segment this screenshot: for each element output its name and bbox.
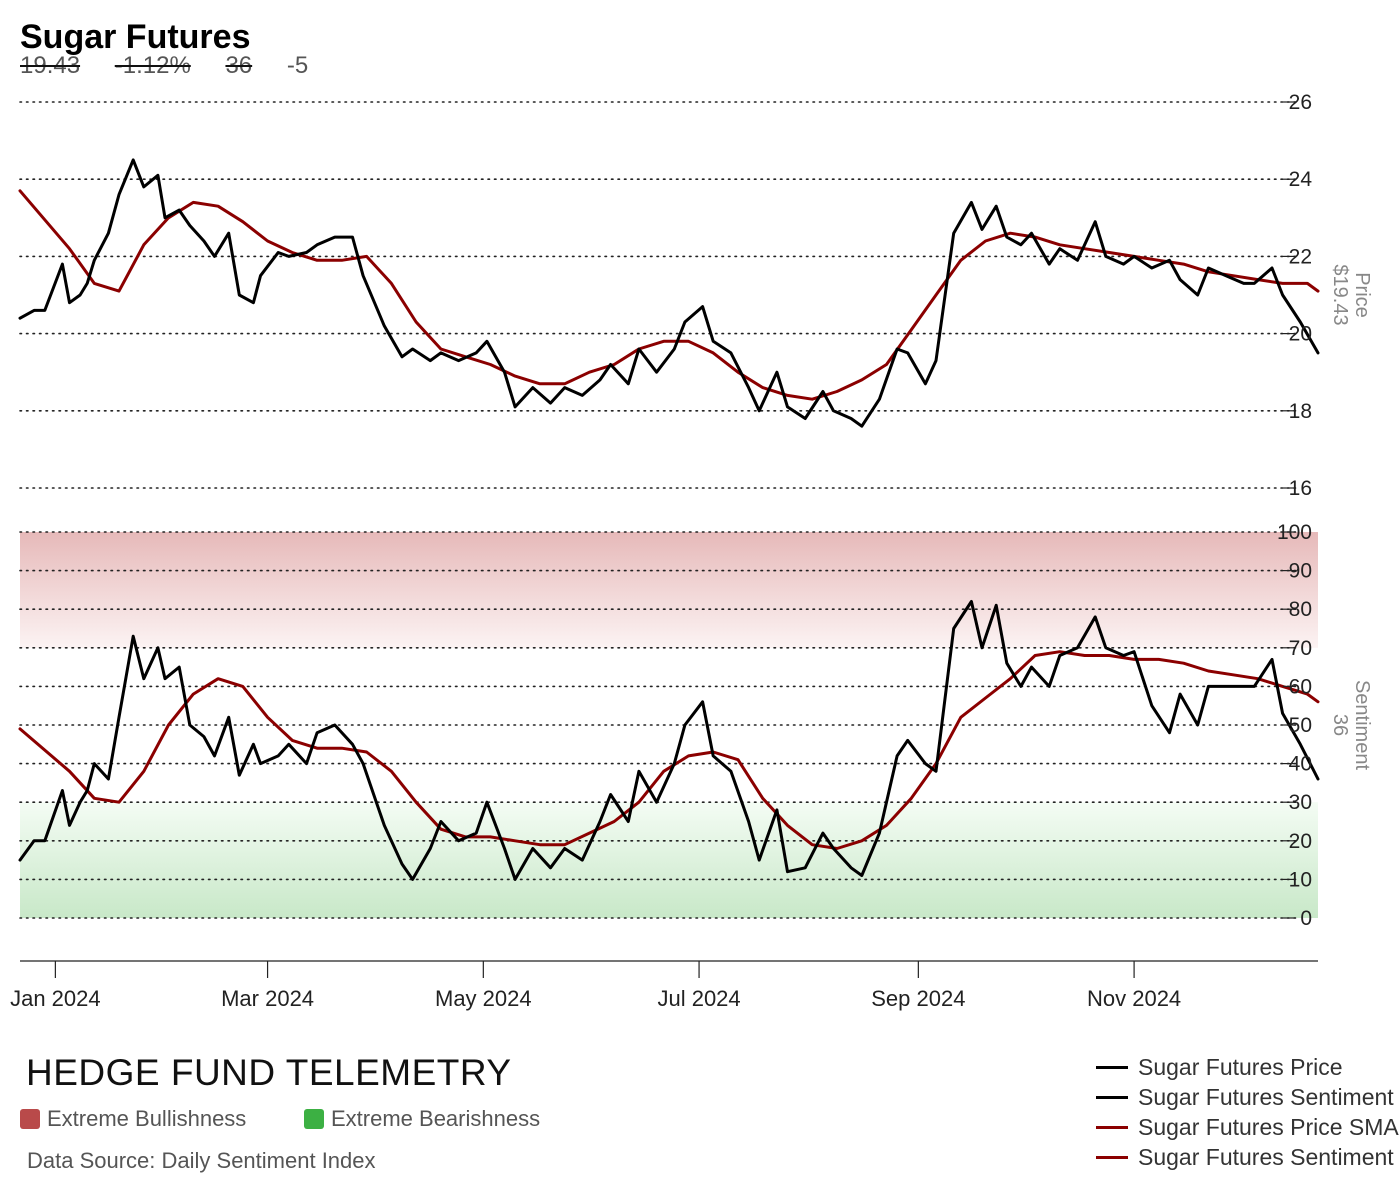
sentiment-line (18, 600, 1320, 881)
series-lines (18, 158, 1320, 881)
gridlines (19, 101, 1297, 919)
bull-zone-band (20, 532, 1318, 648)
sentiment-axis-title: Sentiment (1351, 680, 1373, 770)
sentiment-tick-label: 50 (1289, 714, 1312, 737)
brand-name: HEDGE FUND TELEMETRY (26, 1052, 512, 1093)
bear-zone-band (20, 802, 1318, 918)
legend-swatch (1096, 1065, 1128, 1069)
legend-label: Sugar Futures Price (1138, 1053, 1343, 1080)
price-tick-label: 24 (1289, 168, 1313, 191)
bear-zone-label: Extreme Bearishness (331, 1106, 541, 1131)
bull-zone-label: Extreme Bullishness (47, 1106, 247, 1131)
legend-label: Sugar Futures Sentiment SMA (1138, 1143, 1400, 1170)
price-tick-label: 16 (1289, 477, 1312, 500)
x-tick-label: Sep 2024 (871, 986, 965, 1011)
sentiment-tick-label: 100 (1277, 521, 1312, 544)
stat-sentiment-change: -5 (286, 52, 309, 79)
legend: Sugar Futures Price Sugar Futures Sentim… (1096, 1052, 1400, 1172)
price-tick-label: 22 (1289, 245, 1312, 268)
legend-swatch (1096, 1155, 1128, 1159)
sentiment-tick-label: 80 (1289, 598, 1312, 621)
legend-label: Sugar Futures Sentiment (1138, 1083, 1394, 1110)
price-tick-label: 20 (1289, 323, 1312, 346)
price-tick-label: 18 (1289, 400, 1312, 423)
price-axis-value: $19.43 (1329, 264, 1351, 325)
x-tick-label: Jul 2024 (657, 986, 740, 1011)
stat-sentiment: 36 (225, 52, 253, 79)
legend-swatch (1096, 1125, 1128, 1129)
sentiment-tick-label: 70 (1289, 637, 1312, 660)
legend-item-price-sma[interactable]: Sugar Futures Price SMA (1096, 1112, 1400, 1142)
sentiment-sma-line (18, 650, 1320, 850)
bear-zone-key: Extreme Bearishness (304, 1106, 540, 1132)
stats-row: 19.43 -1.12% 36 -5 (20, 52, 336, 80)
sentiment-tick-label: 60 (1289, 675, 1312, 698)
price-sma-line (18, 189, 1320, 401)
sentiment-tick-label: 40 (1289, 753, 1312, 776)
bull-swatch (20, 1109, 40, 1129)
sentiment-tick-label: 90 (1289, 560, 1312, 583)
chart-title: Sugar Futures (20, 18, 251, 56)
legend-label: Sugar Futures Price SMA (1138, 1113, 1399, 1140)
axes (20, 101, 1318, 978)
price-line (18, 158, 1320, 428)
sentiment-tick-label: 20 (1289, 830, 1312, 853)
legend-item-price[interactable]: Sugar Futures Price (1096, 1052, 1400, 1082)
data-source: Data Source: Daily Sentiment Index (27, 1148, 376, 1173)
x-tick-label: Nov 2024 (1087, 986, 1181, 1011)
sentiment-axis-value: 36 (1329, 714, 1351, 736)
stat-price: 19.43 (20, 52, 81, 79)
sentiment-zones (20, 532, 1318, 918)
sentiment-tick-label: 0 (1300, 907, 1312, 930)
sentiment-tick-label: 30 (1289, 791, 1312, 814)
bull-zone-key: Extreme Bullishness (20, 1106, 246, 1132)
bear-swatch (304, 1109, 324, 1129)
x-tick-label: Jan 2024 (10, 986, 101, 1011)
x-tick-label: May 2024 (435, 986, 532, 1011)
price-axis-title: Price (1351, 272, 1373, 318)
legend-item-sentiment-sma[interactable]: Sugar Futures Sentiment SMA (1096, 1142, 1400, 1172)
sentiment-tick-label: 10 (1289, 868, 1312, 891)
legend-item-sentiment[interactable]: Sugar Futures Sentiment (1096, 1082, 1400, 1112)
x-tick-label: Mar 2024 (221, 986, 314, 1011)
price-tick-label: 26 (1289, 91, 1312, 114)
stat-change: -1.12% (114, 52, 191, 79)
legend-swatch (1096, 1095, 1128, 1099)
